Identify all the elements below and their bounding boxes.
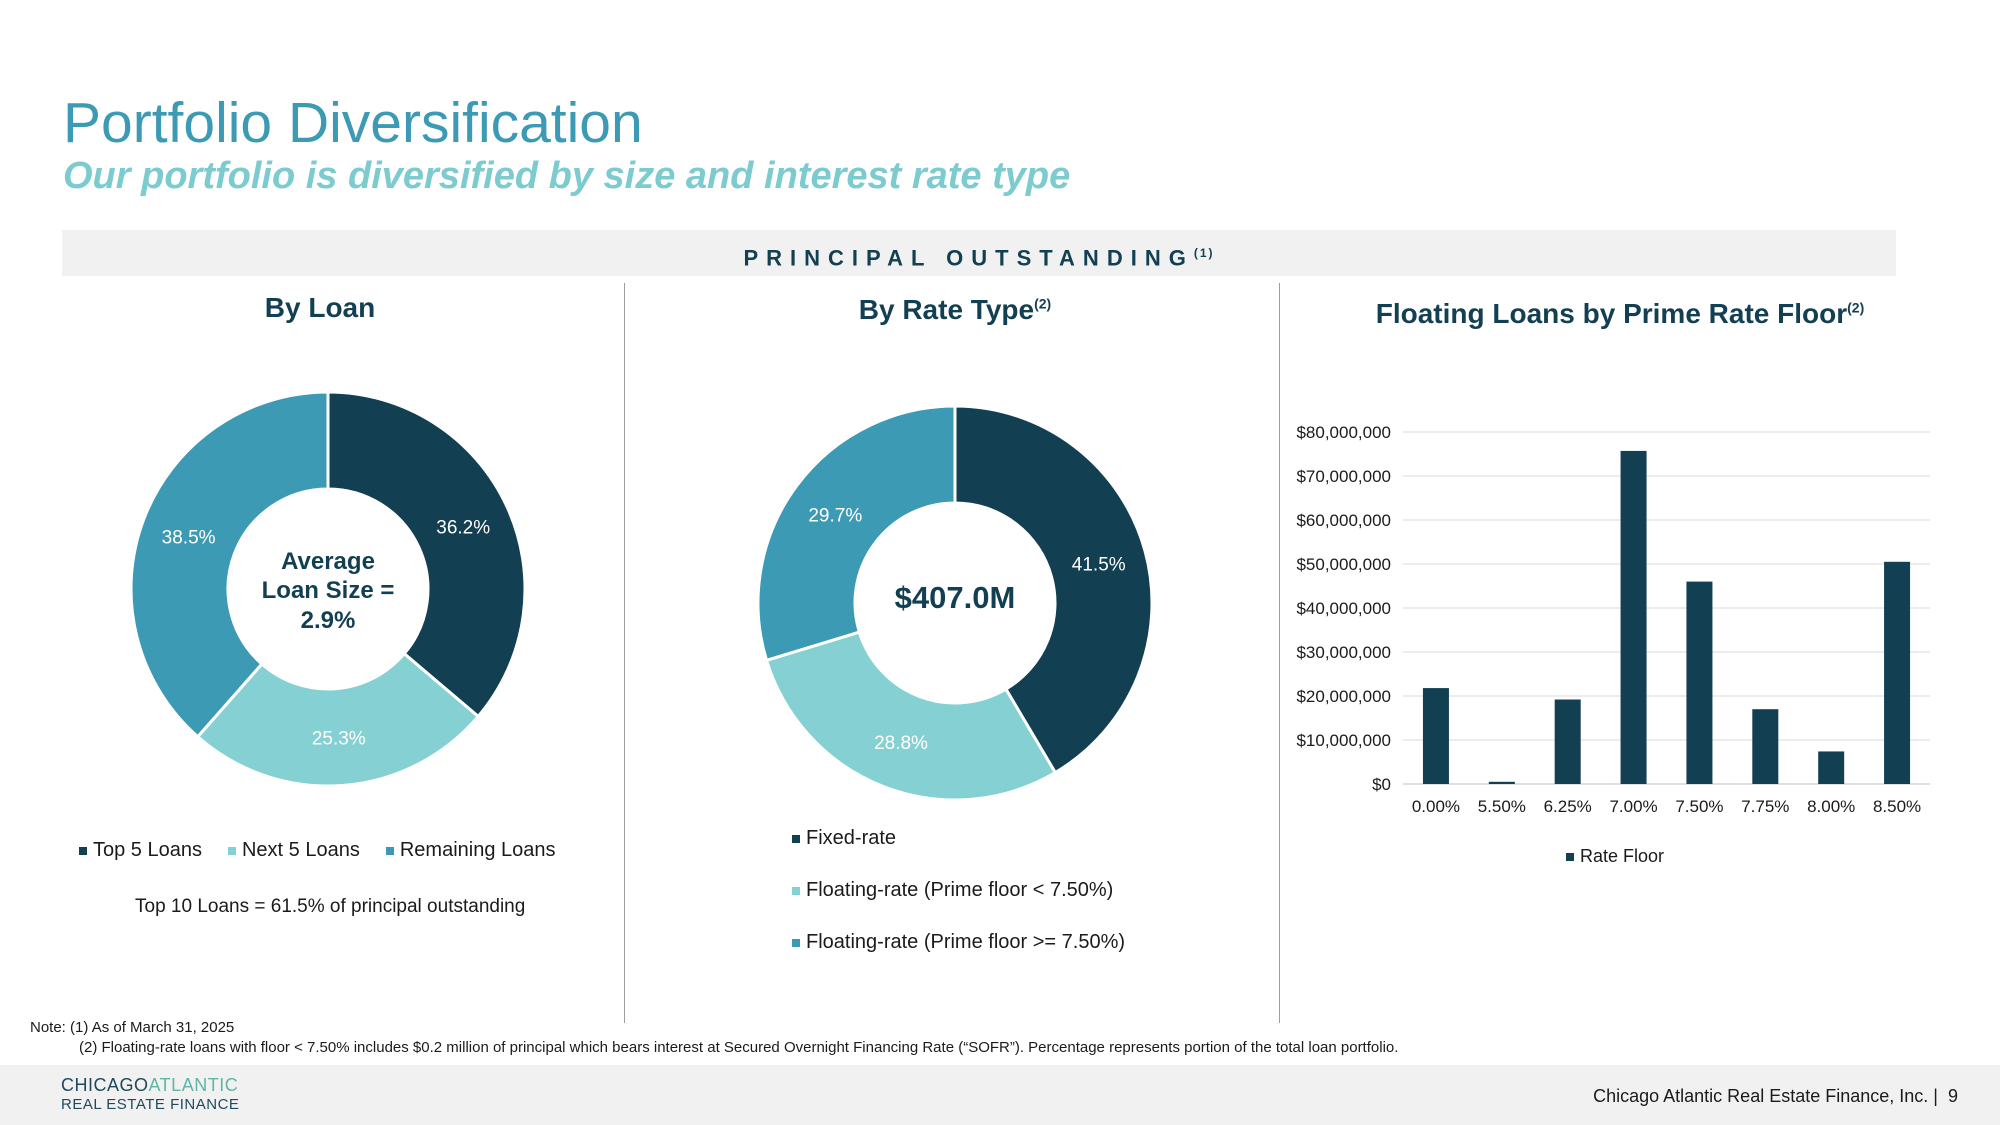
- page-number: 9: [1947, 1086, 1958, 1106]
- x-tick-label: 7.75%: [1741, 797, 1789, 816]
- donut-center-line: Loan Size =: [262, 577, 395, 604]
- bar: [1620, 450, 1647, 784]
- slice-label: 29.7%: [808, 505, 862, 526]
- banner-text: PRINCIPAL OUTSTANDING: [743, 245, 1194, 271]
- legend-swatch: [1566, 852, 1574, 861]
- legend-label: Fixed-rate: [806, 827, 897, 849]
- y-tick-label: $60,000,000: [1296, 511, 1391, 530]
- by-rate-title-text: By Rate Type: [858, 294, 1035, 325]
- floor-chart-title-text: Floating Loans by Prime Rate Floor: [1375, 298, 1848, 329]
- legend-swatch: [792, 834, 800, 843]
- legend-swatch: [79, 846, 87, 855]
- by-rate-legend-item: Floating-rate (Prime floor < 7.50%): [792, 879, 1113, 902]
- donut-center-total: $407.0M: [895, 580, 1016, 615]
- x-tick-label: 8.50%: [1873, 797, 1921, 816]
- by-loan-legend: Top 5 Loans Next 5 Loans Remaining Loans: [79, 839, 556, 862]
- donut-slice: [764, 630, 1058, 802]
- legend-label: Rate Floor: [1580, 846, 1665, 866]
- slice-label: 28.8%: [874, 733, 928, 754]
- section-banner: PRINCIPAL OUTSTANDING(1): [62, 230, 1896, 276]
- by-rate-title: By Rate Type(2): [820, 294, 1090, 326]
- y-tick-label: $40,000,000: [1296, 599, 1391, 618]
- legend-swatch: [792, 938, 800, 947]
- x-tick-label: 5.50%: [1478, 797, 1526, 816]
- bar: [1686, 581, 1713, 784]
- bar: [1422, 688, 1449, 784]
- bar: [1554, 699, 1581, 784]
- donut-slice: [756, 404, 957, 663]
- x-tick-label: 6.25%: [1544, 797, 1592, 816]
- legend-swatch: [792, 886, 800, 895]
- donut-center-line: Average: [281, 548, 375, 575]
- legend-label: Floating-rate (Prime floor < 7.50%): [806, 879, 1114, 901]
- footer-bar: [0, 1065, 2000, 1125]
- legend-label: Remaining Loans: [399, 839, 556, 861]
- legend-item: Remaining Loans: [385, 839, 556, 862]
- x-tick-label: 7.00%: [1609, 797, 1657, 816]
- x-tick-label: 8.00%: [1807, 797, 1855, 816]
- bar: [1488, 781, 1515, 784]
- legend-swatch: [227, 846, 236, 855]
- bar: [1884, 561, 1911, 784]
- donut-slice: [953, 404, 1154, 775]
- legend-item: Top 5 Loans: [79, 839, 202, 862]
- banner-footnote-ref: (1): [1193, 246, 1215, 260]
- footnote-1: Note: (1) As of March 31, 2025: [30, 1019, 235, 1036]
- y-tick-label: $30,000,000: [1296, 643, 1391, 662]
- x-tick-label: 7.50%: [1675, 797, 1723, 816]
- y-tick-label: $0: [1372, 775, 1391, 794]
- bar: [1818, 751, 1845, 784]
- slice-label: 38.5%: [162, 527, 216, 548]
- slice-label: 36.2%: [436, 517, 490, 538]
- floor-chart-title: Floating Loans by Prime Rate Floor(2): [1300, 298, 1940, 330]
- y-tick-label: $10,000,000: [1296, 731, 1391, 750]
- page-title: Portfolio Diversification: [63, 91, 643, 155]
- logo-word: CHICAGO: [61, 1075, 149, 1095]
- page-subtitle: Our portfolio is diversified by size and…: [63, 155, 1071, 197]
- slice-label: 25.3%: [312, 729, 366, 750]
- y-tick-label: $20,000,000: [1296, 687, 1391, 706]
- divider: [1279, 283, 1280, 1023]
- by-rate-footnote-ref: (2): [1034, 295, 1052, 312]
- by-rate-legend-item: Fixed-rate: [792, 827, 896, 850]
- logo-subline: REAL ESTATE FINANCE: [61, 1096, 240, 1113]
- legend-item: Next 5 Loans: [227, 839, 360, 862]
- y-tick-label: $70,000,000: [1296, 467, 1391, 486]
- donut-center-line: 2.9%: [301, 607, 356, 634]
- donut-slice: [326, 390, 527, 719]
- donut-slice: [129, 390, 330, 739]
- legend-label: Next 5 Loans: [241, 839, 360, 861]
- company-logo: CHICAGOATLANTIC: [61, 1075, 238, 1096]
- footnote-2: (2) Floating-rate loans with floor < 7.5…: [79, 1039, 1399, 1056]
- footer-company-name: Chicago Atlantic Real Estate Finance, In…: [1593, 1086, 1938, 1106]
- by-loan-title: By Loan: [264, 292, 376, 323]
- legend-label: Floating-rate (Prime floor >= 7.50%): [806, 931, 1126, 953]
- logo-word-accent: ATLANTIC: [148, 1075, 239, 1095]
- slice-label: 41.5%: [1072, 555, 1126, 576]
- bar: [1752, 709, 1779, 784]
- legend-label: Top 5 Loans: [93, 839, 202, 861]
- footer-company: Chicago Atlantic Real Estate Finance, In…: [1593, 1086, 1958, 1107]
- bar-legend-item: Rate Floor: [1566, 846, 1664, 867]
- top-10-note: Top 10 Loans = 61.5% of principal outsta…: [135, 896, 526, 917]
- by-rate-legend-item: Floating-rate (Prime floor >= 7.50%): [792, 931, 1125, 954]
- y-tick-label: $80,000,000: [1296, 423, 1391, 442]
- legend-swatch: [385, 846, 394, 855]
- x-tick-label: 0.00%: [1412, 797, 1460, 816]
- donut-slice: [195, 651, 481, 788]
- floor-footnote-ref: (2): [1847, 299, 1865, 316]
- divider: [624, 283, 625, 1023]
- y-tick-label: $50,000,000: [1296, 555, 1391, 574]
